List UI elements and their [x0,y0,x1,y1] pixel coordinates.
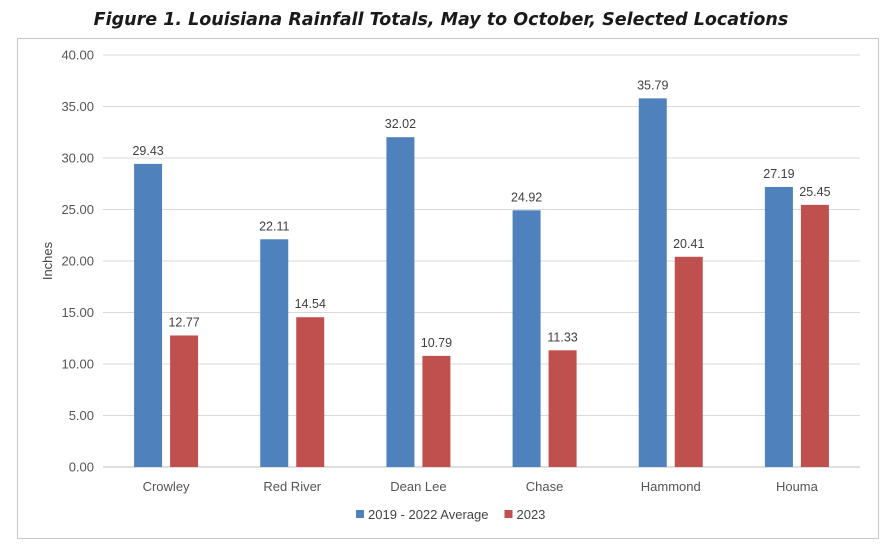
y-tick-label: 35.00 [61,99,94,114]
x-tick-label: Dean Lee [390,479,446,494]
x-tick-label: Chase [526,479,564,494]
y-tick-label: 40.00 [61,48,94,63]
data-label: 22.11 [259,219,289,233]
bar [800,204,829,468]
bar [548,350,577,467]
x-tick-label: Red River [263,479,321,494]
chart-title: Figure 1. Louisiana Rainfall Totals, May… [93,10,789,30]
gridlines [103,54,860,468]
bars [134,98,829,468]
data-label: 29.43 [132,144,163,158]
y-tick-label: 0.00 [69,460,94,475]
bar [170,335,199,467]
data-label: 11.33 [547,330,577,344]
y-tick-label: 25.00 [61,202,94,217]
x-tick-label: Crowley [143,479,190,494]
bar [674,256,703,467]
legend: 2019 - 2022 Average 2023 [356,507,545,522]
x-tick-label: Hammond [641,479,701,494]
bar [134,163,163,467]
chart-frame [17,38,879,539]
legend-label: 2019 - 2022 Average [368,507,488,522]
bar [296,317,325,467]
y-tick-label: 30.00 [61,151,94,166]
x-axis-ticks: Crowley Red River Dean Lee Chase Hammond Houm… [143,479,819,494]
data-label: 32.02 [385,117,416,131]
y-tick-label: 5.00 [69,408,94,423]
y-axis-label: Inches [40,241,55,280]
data-labels: 29.43 12.77 22.11 14.54 32.02 10.79 24.92 11.33… [132,78,830,350]
data-label: 25.45 [799,185,830,199]
bar [512,210,541,467]
bar [422,355,451,467]
x-tick-label: Houma [776,479,819,494]
data-label: 14.54 [295,297,326,311]
data-label: 10.79 [421,336,452,350]
legend-swatch [356,510,364,518]
y-tick-label: 15.00 [61,305,94,320]
bar [764,186,793,467]
bar [638,98,667,467]
bar [260,239,289,467]
legend-swatch [504,510,513,518]
legend-label: 2023 [516,507,545,522]
data-label: 24.92 [511,190,542,204]
y-axis-ticks: 0.00 5.00 10.00 15.00 20.00 25.00 30.00 35.00 40… [61,48,94,475]
bar [386,137,415,467]
data-label: 27.19 [763,167,794,181]
y-tick-label: 20.00 [61,254,94,269]
y-tick-label: 10.00 [61,357,94,372]
data-label: 20.41 [673,237,704,251]
data-label: 35.79 [637,78,668,92]
data-label: 12.77 [168,315,199,329]
